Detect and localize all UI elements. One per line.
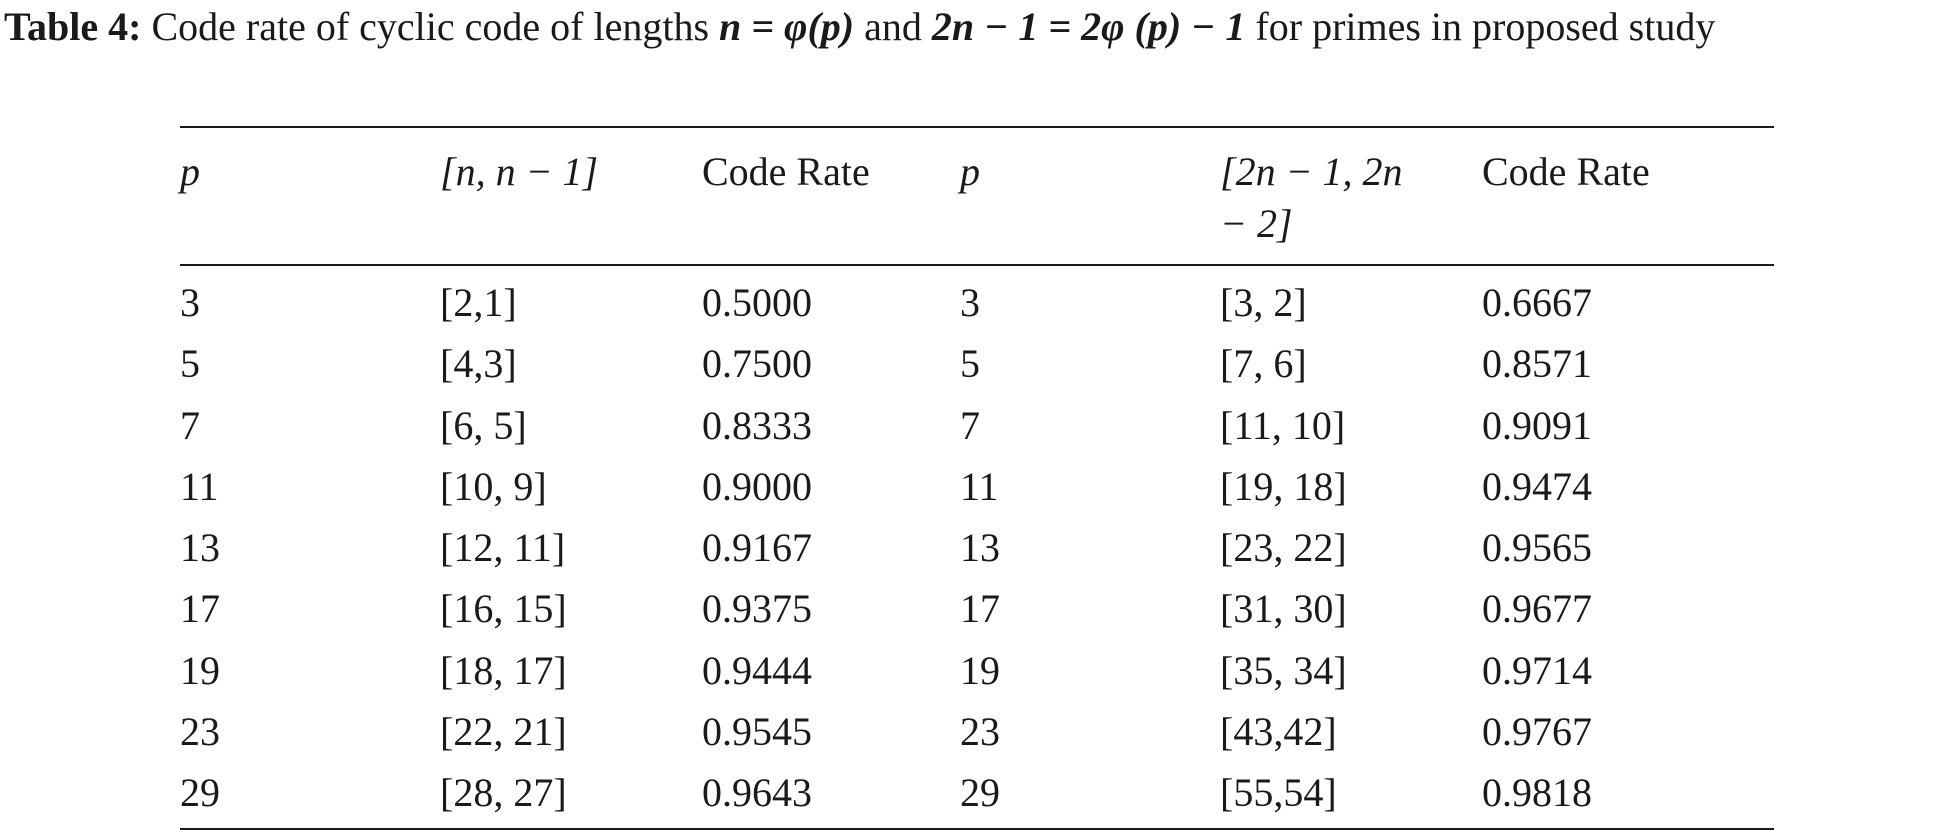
p-second-cell: 17 [960,586,1000,632]
table-row: 29 [28, 27] 0.9643 29 [55,54] 0.9818 [180,762,1774,829]
table-row: 5 [4,3] 0.7500 5 [7, 6] 0.8571 [180,333,1774,394]
code-n-cell: [4,3] [440,341,517,387]
code-rate-cell: 0.9545 [702,709,812,755]
table-row: 23 [22, 21] 0.9545 23 [43,42] 0.9767 [180,701,1774,762]
header-code-length-n: [n, n − 1] [440,127,702,265]
code-rate-second-cell: 0.9714 [1482,647,1592,693]
p-second-cell: 7 [960,402,980,448]
code-rate-cell: 0.9167 [702,525,812,571]
code-2n-cell: [7, 6] [1220,341,1307,387]
caption-text: and [854,4,932,49]
code-2n-cell: [19, 18] [1220,463,1347,509]
p-second-cell: 19 [960,647,1000,693]
code-rate-second-cell: 0.9565 [1482,525,1592,571]
p-cell: 13 [180,525,220,571]
code-rate-cell: 0.9643 [702,770,812,816]
code-rate-second-cell: 0.9091 [1482,402,1592,448]
table-row: 7 [6, 5] 0.8333 7 [11, 10] 0.9091 [180,395,1774,456]
p-second-cell: 29 [960,770,1000,816]
table-row: 13 [12, 11] 0.9167 13 [23, 22] 0.9565 [180,517,1774,578]
table-header-row: p [n, n − 1] Code Rate p [2n − 1, 2n − 2… [180,127,1774,265]
code-2n-cell: [35, 34] [1220,647,1347,693]
table-caption: Table 4: Code rate of cyclic code of len… [4,2,1950,52]
table-row: 19 [18, 17] 0.9444 19 [35, 34] 0.9714 [180,640,1774,701]
code-n-cell: [16, 15] [440,586,567,632]
p-cell: 17 [180,586,220,632]
code-rate-second-cell: 0.6667 [1482,280,1592,325]
header-p: p [180,149,200,194]
code-rate-cell: 0.8333 [702,402,812,448]
p-cell: 7 [180,402,200,448]
code-rate-second-cell: 0.9474 [1482,463,1592,509]
code-rate-table: p [n, n − 1] Code Rate p [2n − 1, 2n − 2… [180,126,1774,830]
code-n-cell: [2,1] [440,280,517,325]
table-row: 3 [2,1] 0.5000 3 [3, 2] 0.6667 [180,265,1774,333]
p-cell: 5 [180,341,200,387]
code-n-cell: [12, 11] [440,525,566,571]
header-code-length-n-text: [n, n − 1] [440,149,599,194]
code-2n-cell: [11, 10] [1220,402,1346,448]
code-n-cell: [10, 9] [440,463,547,509]
code-2n-cell: [43,42] [1220,709,1337,755]
table-row: 11 [10, 9] 0.9000 11 [19, 18] 0.9474 [180,456,1774,517]
caption-label: Table 4: [4,4,142,49]
code-rate-second-cell: 0.9818 [1482,770,1592,816]
p-second-cell: 13 [960,525,1000,571]
code-rate-second-cell: 0.9677 [1482,586,1592,632]
header-code-length-2n: [2n − 1, 2n − 2] [1220,127,1482,265]
header-code-rate-second: Code Rate [1482,149,1650,194]
code-n-cell: [18, 17] [440,647,567,693]
p-cell: 23 [180,709,220,755]
code-2n-cell: [55,54] [1220,770,1337,816]
p-cell: 19 [180,647,220,693]
header-code-length-2n-text: [2n − 1, 2n − 2] [1220,149,1403,246]
code-rate-second-cell: 0.9767 [1482,709,1592,755]
caption-text: for primes in proposed study [1245,4,1716,49]
p-second-cell: 3 [960,280,980,325]
caption-text: Code rate of cyclic code of lengths [141,4,720,49]
p-second-cell: 5 [960,341,980,387]
code-rate-cell: 0.9375 [702,586,812,632]
p-cell: 3 [180,280,200,325]
caption-expression-n: n = φ(p) [719,4,855,49]
code-rate-cell: 0.7500 [702,341,812,387]
table-row: 17 [16, 15] 0.9375 17 [31, 30] 0.9677 [180,578,1774,639]
code-n-cell: [6, 5] [440,402,527,448]
header-code-rate: Code Rate [702,149,870,194]
code-rate-cell: 0.9444 [702,647,812,693]
caption-expression-2n: 2n − 1 = 2φ (p) − 1 [931,4,1246,49]
p-cell: 11 [180,463,219,509]
code-2n-cell: [23, 22] [1220,525,1347,571]
code-rate-second-cell: 0.8571 [1482,341,1592,387]
table-body: 3 [2,1] 0.5000 3 [3, 2] 0.6667 5 [4,3] 0.7500 5 [7… [180,265,1774,829]
p-cell: 29 [180,770,220,816]
code-2n-cell: [3, 2] [1220,280,1307,325]
p-second-cell: 23 [960,709,1000,755]
header-p-second: p [960,149,980,194]
code-rate-cell: 0.9000 [702,463,812,509]
code-2n-cell: [31, 30] [1220,586,1347,632]
code-n-cell: [22, 21] [440,709,567,755]
code-n-cell: [28, 27] [440,770,567,816]
code-rate-cell: 0.5000 [702,280,812,325]
p-second-cell: 11 [960,463,999,509]
